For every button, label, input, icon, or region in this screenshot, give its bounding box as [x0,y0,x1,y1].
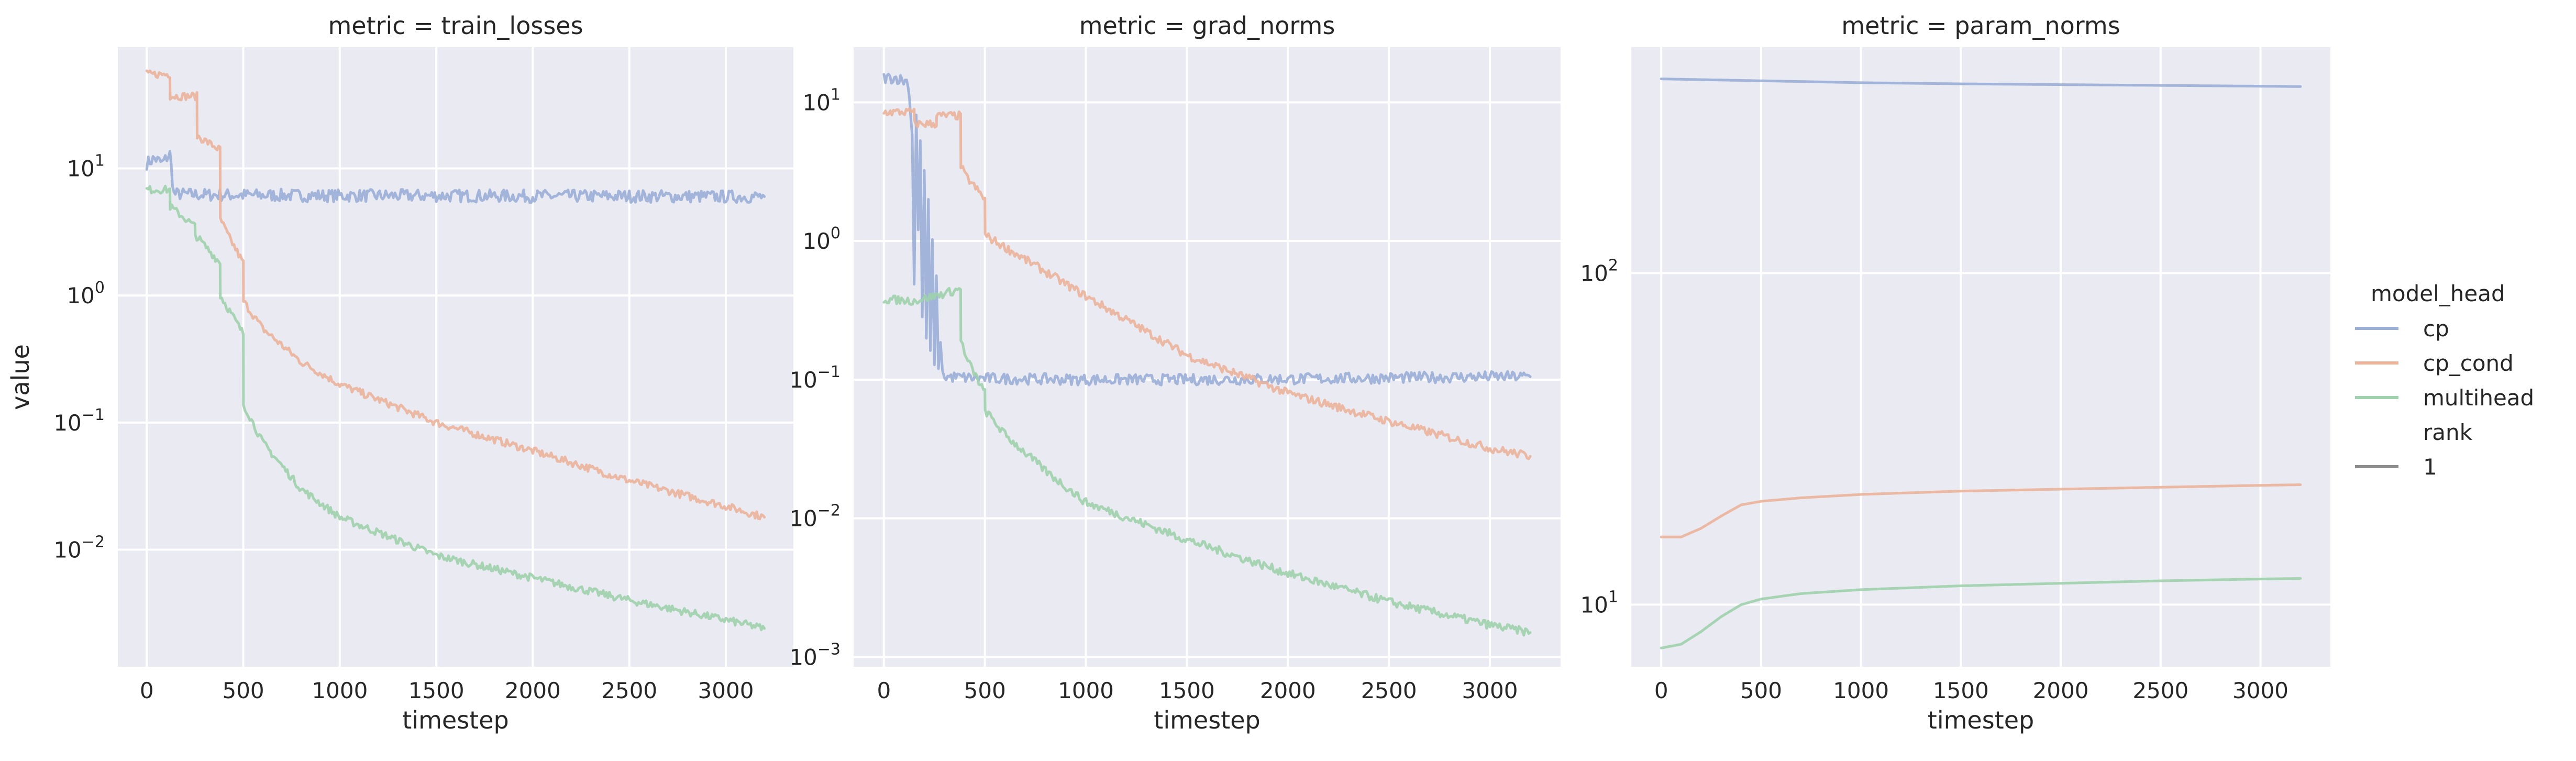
series-line-multihead [145,184,766,632]
y-tick-label: 10−2 [53,533,105,563]
panel-1: metric = grad_norms 0 500 1000 1500 2000 2500 3… [789,12,1561,734]
x-tick-label: 500 [222,678,264,703]
y-tick-label: 10−2 [789,502,841,532]
series-line-cp-cond [1660,483,2302,538]
x-tick-label: 2000 [2033,678,2089,703]
panel-title: metric = param_norms [1841,12,2120,40]
plot-area [1631,47,2330,667]
x-tick-label: 1000 [1058,678,1114,703]
y-tick-label: 100 [67,279,105,308]
x-tick-label: 1000 [312,678,368,703]
y-tick-label: 101 [1580,588,1618,618]
x-tick-label: 2500 [601,678,657,703]
x-tick-label: 2000 [1260,678,1316,703]
y-tick-label: 10−1 [53,406,105,436]
y-tick-label: 10−3 [789,640,841,670]
legend: model_head cp cp_cond multihead rank 1 [2355,281,2534,480]
panel-title: metric = grad_norms [1079,12,1335,40]
panel-2: metric = param_norms 0 500 1000 1500 2000 2500… [1580,12,2330,734]
plot-area [118,47,793,667]
series-line-multihead [1660,577,2302,649]
panel-0: metric = train_losses 0 500 1000 1500 2000 250… [53,12,793,734]
legend-label-cp-cond: cp_cond [2423,350,2514,376]
y-tick-label: 100 [802,224,841,254]
series-line-cp [882,73,1532,387]
x-tick-label: 1000 [1833,678,1889,703]
x-axis-label: timestep [1154,706,1260,734]
series-line-cp-cond [145,69,766,521]
y-tick-label: 102 [1580,256,1618,286]
y-tick-label: 101 [67,152,105,182]
legend-label-cp: cp [2423,316,2449,341]
x-tick-label: 0 [1654,678,1668,703]
x-tick-label: 2000 [505,678,561,703]
x-tick-label: 500 [1740,678,1782,703]
x-axis-label: timestep [402,706,508,734]
y-axis-label: value [6,344,35,410]
x-tick-label: 0 [140,678,154,703]
legend-title-rank: rank [2423,420,2473,445]
x-tick-label: 500 [964,678,1006,703]
legend-label-multihead: multihead [2423,385,2534,411]
series-line-cp [1660,78,2302,88]
x-tick-label: 3000 [1462,678,1518,703]
y-tick-label: 101 [802,85,841,115]
x-tick-label: 3000 [2232,678,2288,703]
plot-area [854,47,1561,667]
series-line-multihead [882,286,1532,637]
series-line-cp-cond [882,107,1532,460]
x-tick-label: 2500 [1361,678,1417,703]
x-tick-label: 2500 [2132,678,2188,703]
x-tick-label: 1500 [408,678,465,703]
x-tick-label: 1500 [1159,678,1215,703]
panel-title: metric = train_losses [328,12,583,40]
series-line-cp [145,150,766,204]
legend-title-model-head: model_head [2371,281,2505,306]
x-tick-label: 1500 [1933,678,1989,703]
x-tick-label: 0 [877,678,891,703]
legend-label-rank-1: 1 [2423,454,2437,480]
y-tick-label: 10−1 [789,363,841,393]
x-axis-label: timestep [1928,706,2034,734]
x-tick-label: 3000 [698,678,754,703]
